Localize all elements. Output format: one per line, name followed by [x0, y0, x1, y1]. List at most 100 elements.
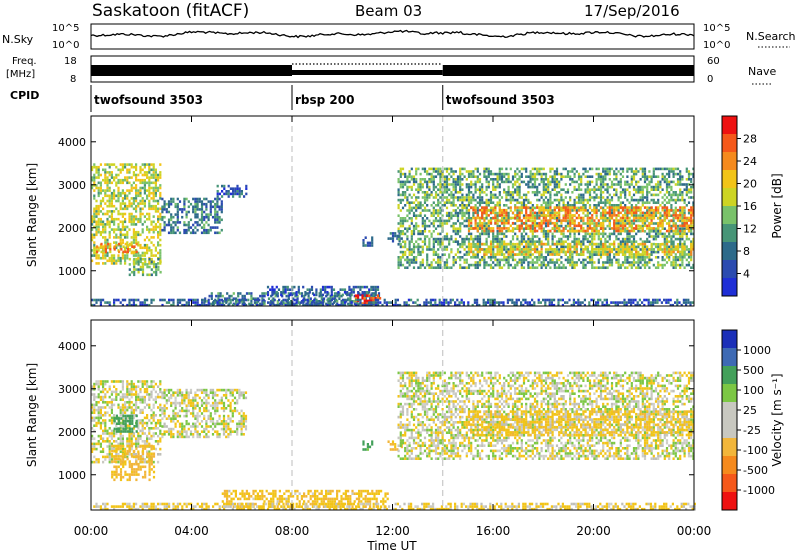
heatmap-cell: [652, 216, 655, 220]
heatmap-cell: [635, 172, 638, 176]
heatmap-cell: [406, 175, 409, 178]
heatmap-cell: [619, 232, 622, 236]
heatmap-cell: [632, 185, 636, 189]
heatmap-cell: [613, 224, 616, 228]
heatmap-cell: [476, 214, 479, 217]
heatmap-cell: [397, 256, 400, 259]
heatmap-cell: [639, 227, 642, 230]
heatmap-cell: [602, 263, 605, 267]
heatmap-cell: [157, 199, 160, 203]
heatmap-cell: [533, 191, 537, 194]
heatmap-cell: [159, 197, 162, 200]
heatmap-cell: [505, 256, 508, 259]
heatmap-cell: [481, 188, 484, 191]
heatmap-cell: [591, 229, 594, 233]
heatmap-cell: [542, 219, 545, 222]
heatmap-cell: [108, 189, 111, 192]
heatmap-cell: [448, 183, 451, 186]
heatmap-cell: [194, 213, 197, 216]
heatmap-cell: [582, 204, 585, 207]
heatmap-cell: [564, 266, 567, 269]
heatmap-cell: [577, 201, 581, 204]
heatmap-cell: [646, 214, 649, 217]
heatmap-cell: [372, 297, 375, 300]
heatmap-cell: [551, 235, 554, 238]
heatmap-cell: [398, 239, 401, 243]
heatmap-cell: [613, 183, 616, 186]
heatmap-cell: [562, 263, 565, 267]
heatmap-cell: [676, 167, 680, 171]
heatmap-cell: [198, 208, 201, 211]
heatmap-cell: [533, 224, 537, 228]
heatmap-cell: [141, 228, 144, 231]
heatmap-cell: [130, 184, 133, 187]
heatmap-cell: [531, 175, 534, 178]
heatmap-cell: [604, 266, 607, 269]
heatmap-cell: [685, 167, 688, 171]
heatmap-cell: [146, 249, 149, 252]
heatmap-cell: [553, 198, 556, 202]
heatmap-cell: [637, 266, 640, 269]
heatmap-cell: [216, 200, 219, 203]
heatmap-cell: [593, 196, 596, 199]
heatmap-cell: [630, 175, 633, 178]
heatmap-cell: [529, 219, 532, 223]
heatmap-cell: [423, 178, 427, 181]
heatmap-cell: [465, 217, 468, 220]
heatmap-cell: [119, 163, 122, 166]
heatmap-cell: [152, 176, 155, 179]
heatmap-cell: [562, 198, 565, 202]
heatmap-cell: [553, 229, 556, 233]
heatmap-cell: [91, 228, 94, 231]
heatmap-cell: [302, 285, 305, 289]
heatmap-cell: [496, 253, 499, 256]
heatmap-cell: [588, 206, 592, 209]
heatmap-cell: [507, 263, 510, 267]
heatmap-cell: [525, 196, 528, 199]
heatmap-cell: [597, 196, 600, 199]
heatmap-cell: [423, 198, 427, 202]
heatmap-cell: [121, 202, 124, 205]
heatmap-cell: [485, 214, 488, 217]
heatmap-cell: [687, 237, 691, 241]
heatmap-cell: [661, 219, 664, 222]
heatmap-cell: [606, 224, 609, 228]
heatmap-cell: [148, 168, 151, 172]
heatmap-cell: [106, 251, 109, 255]
heatmap-cell: [476, 261, 479, 264]
heatmap-cell: [569, 211, 572, 215]
heatmap-cell: [470, 242, 473, 246]
heatmap-cell: [143, 171, 146, 174]
heatmap-cell: [544, 208, 548, 212]
heatmap-cell: [575, 263, 578, 267]
heatmap-cell: [648, 256, 651, 259]
heatmap-cell: [281, 302, 284, 306]
cpid-label: CPID: [10, 89, 39, 102]
heatmap-cell: [461, 256, 464, 259]
heatmap-cell: [150, 197, 153, 200]
heatmap-cell: [487, 224, 490, 228]
heatmap-cell: [652, 167, 655, 171]
heatmap-cell: [454, 170, 457, 173]
heatmap-cell: [635, 266, 638, 269]
heatmap-cell: [139, 233, 142, 237]
heatmap-cell: [487, 172, 490, 176]
heatmap-cell: [132, 199, 135, 203]
heatmap-cell: [635, 170, 638, 173]
heatmap-cell: [648, 201, 651, 204]
heatmap-cell: [139, 194, 142, 198]
heatmap-cell: [115, 246, 118, 250]
heatmap-cell: [681, 206, 684, 209]
heatmap-cell: [432, 175, 435, 178]
heatmap-cell: [185, 231, 188, 235]
heatmap-cell: [397, 230, 400, 233]
heatmap-cell: [106, 259, 109, 263]
heatmap-cell: [445, 196, 449, 199]
heatmap-cell: [364, 236, 367, 239]
heatmap-cell: [538, 237, 541, 241]
heatmap-cell: [654, 237, 658, 241]
heatmap-cell: [542, 235, 545, 238]
heatmap-cell: [113, 254, 116, 257]
heatmap-cell: [470, 170, 473, 173]
heatmap-cell: [432, 209, 435, 212]
